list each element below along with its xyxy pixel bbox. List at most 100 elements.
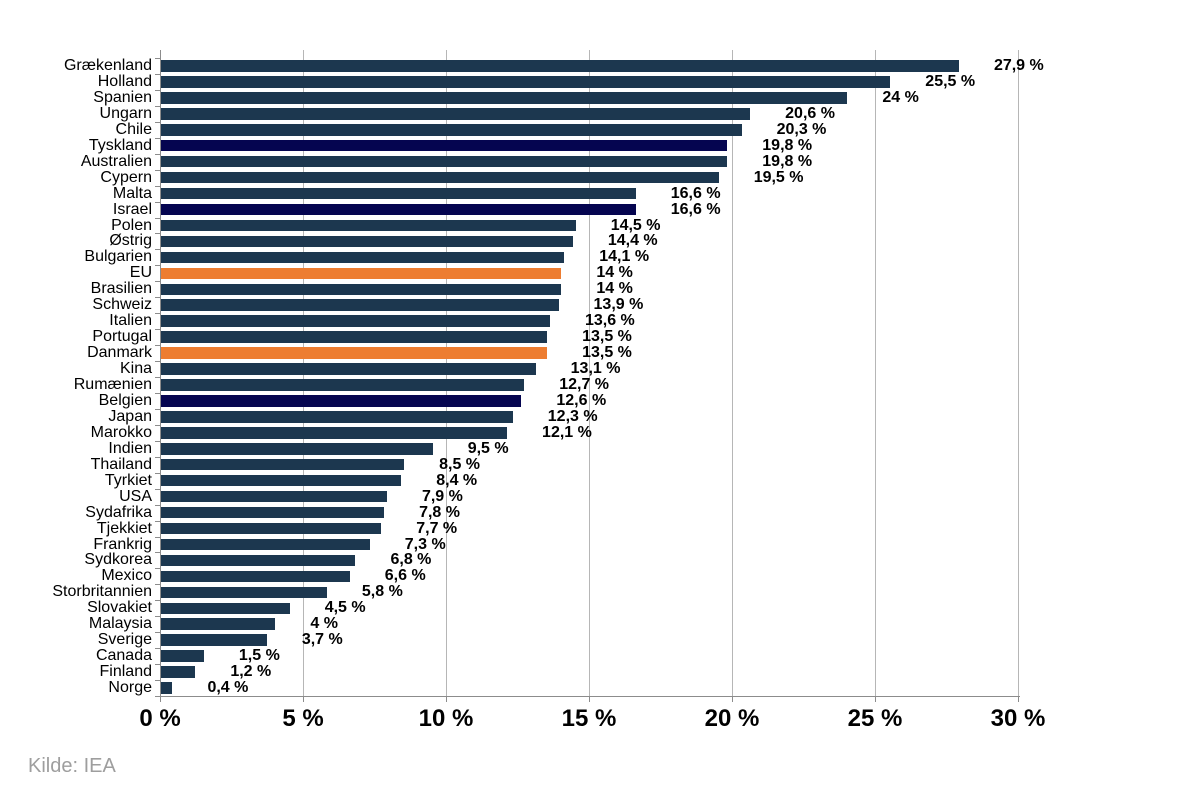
- bar: [161, 443, 433, 455]
- x-axis-tick: [160, 696, 161, 702]
- bar: [161, 267, 562, 280]
- category-label: Tyrkiet: [104, 471, 152, 489]
- value-label: 24 %: [882, 88, 919, 106]
- value-label: 9,5 %: [467, 439, 509, 457]
- y-axis-tick: [155, 169, 160, 171]
- value-label: 14,5 %: [610, 216, 661, 234]
- value-label: 12,7 %: [559, 376, 610, 393]
- bar: [161, 299, 559, 311]
- category-label: Thailand: [90, 455, 152, 473]
- value-label: 12,1 %: [542, 423, 592, 441]
- y-axis-tick: [155, 185, 160, 187]
- value-label: 8,4 %: [436, 471, 478, 489]
- y-axis-tick: [155, 217, 160, 219]
- value-label: 19,8 %: [762, 136, 813, 154]
- x-axis-tick-label: 0 %: [139, 705, 181, 732]
- x-axis-tick-label: 10 %: [418, 705, 474, 732]
- value-label: 12,6 %: [556, 391, 607, 409]
- y-axis-tick: [155, 696, 160, 697]
- bar: [161, 427, 508, 439]
- y-axis-tick: [155, 361, 160, 363]
- y-axis-tick: [155, 568, 160, 570]
- category-label: Spanien: [93, 88, 152, 106]
- value-label: 13,1 %: [570, 360, 621, 378]
- gridline: [1018, 50, 1019, 696]
- bar: [161, 506, 385, 519]
- gridline: [589, 50, 590, 696]
- value-label: 7,3 %: [404, 535, 446, 553]
- category-label: Finland: [99, 663, 152, 681]
- bar: [161, 219, 576, 232]
- y-axis-tick: [155, 504, 160, 506]
- bar: [161, 538, 370, 551]
- bar: [161, 458, 405, 471]
- bar: [161, 554, 356, 567]
- x-axis-tick-label: 15 %: [561, 705, 617, 732]
- y-axis-tick: [155, 408, 160, 410]
- bar: [161, 586, 327, 599]
- bar: [161, 92, 848, 104]
- value-label: 27,9 %: [993, 57, 1044, 74]
- category-label: Australien: [80, 152, 152, 170]
- y-axis-tick: [155, 329, 160, 331]
- category-label: Tyskland: [88, 136, 152, 154]
- y-axis-tick: [155, 153, 160, 155]
- x-axis-tick: [1018, 696, 1019, 702]
- category-label: Mexico: [101, 567, 152, 585]
- category-label: Danmark: [87, 344, 152, 362]
- source-caption: Kilde: IEA: [28, 755, 116, 777]
- bar: [161, 251, 565, 264]
- category-label: Frankrig: [93, 535, 152, 553]
- x-axis-tick-label: 25 %: [847, 705, 903, 732]
- y-axis-tick: [155, 313, 160, 315]
- bar: [161, 395, 522, 407]
- value-label: 8,5 %: [439, 455, 481, 473]
- y-axis-tick: [155, 520, 160, 522]
- value-label: 0,4 %: [207, 679, 249, 697]
- category-label: Israel: [112, 200, 152, 218]
- category-label: Bulgarien: [84, 248, 152, 266]
- value-label: 7,7 %: [416, 519, 458, 537]
- category-label: Portugal: [92, 328, 152, 346]
- gridline: [732, 50, 733, 696]
- x-axis-tick: [589, 696, 590, 702]
- category-label: Brasilien: [90, 280, 152, 298]
- bar: [161, 347, 548, 359]
- bar: [161, 108, 751, 120]
- value-label: 3,7 %: [301, 631, 343, 649]
- x-axis-tick: [875, 696, 876, 702]
- value-label: 12,3 %: [547, 407, 598, 425]
- value-label: 19,5 %: [753, 168, 804, 186]
- category-label: Polen: [111, 216, 152, 234]
- x-axis-line: [160, 696, 1020, 697]
- y-axis-tick: [155, 552, 160, 554]
- category-label: EU: [129, 264, 152, 282]
- value-label: 20,6 %: [785, 104, 835, 122]
- bar: [161, 171, 719, 184]
- category-label: Østrig: [109, 232, 152, 250]
- bar: [161, 666, 196, 678]
- category-label: Japan: [108, 407, 152, 425]
- y-axis-tick: [155, 632, 160, 634]
- bar: [161, 331, 548, 343]
- bar: [161, 634, 267, 646]
- category-label: Rumænien: [73, 376, 152, 393]
- y-axis-tick: [155, 456, 160, 458]
- value-label: 14,4 %: [607, 232, 658, 250]
- y-axis-tick: [155, 536, 160, 538]
- value-label: 5,8 %: [361, 583, 403, 601]
- value-label: 16,6 %: [670, 200, 721, 218]
- y-axis-tick: [155, 616, 160, 618]
- value-label: 14 %: [596, 280, 633, 298]
- category-label: Indien: [108, 439, 152, 457]
- x-axis-tick: [303, 696, 304, 702]
- y-axis-tick: [155, 392, 160, 394]
- category-label: Kina: [119, 360, 152, 378]
- category-label: Sydafrika: [85, 503, 152, 521]
- value-label: 25,5 %: [925, 72, 976, 90]
- category-label: Italien: [109, 312, 152, 330]
- bar: [161, 490, 387, 503]
- y-axis-tick: [155, 600, 160, 602]
- category-label: Malaysia: [88, 615, 152, 633]
- bar: [161, 363, 536, 375]
